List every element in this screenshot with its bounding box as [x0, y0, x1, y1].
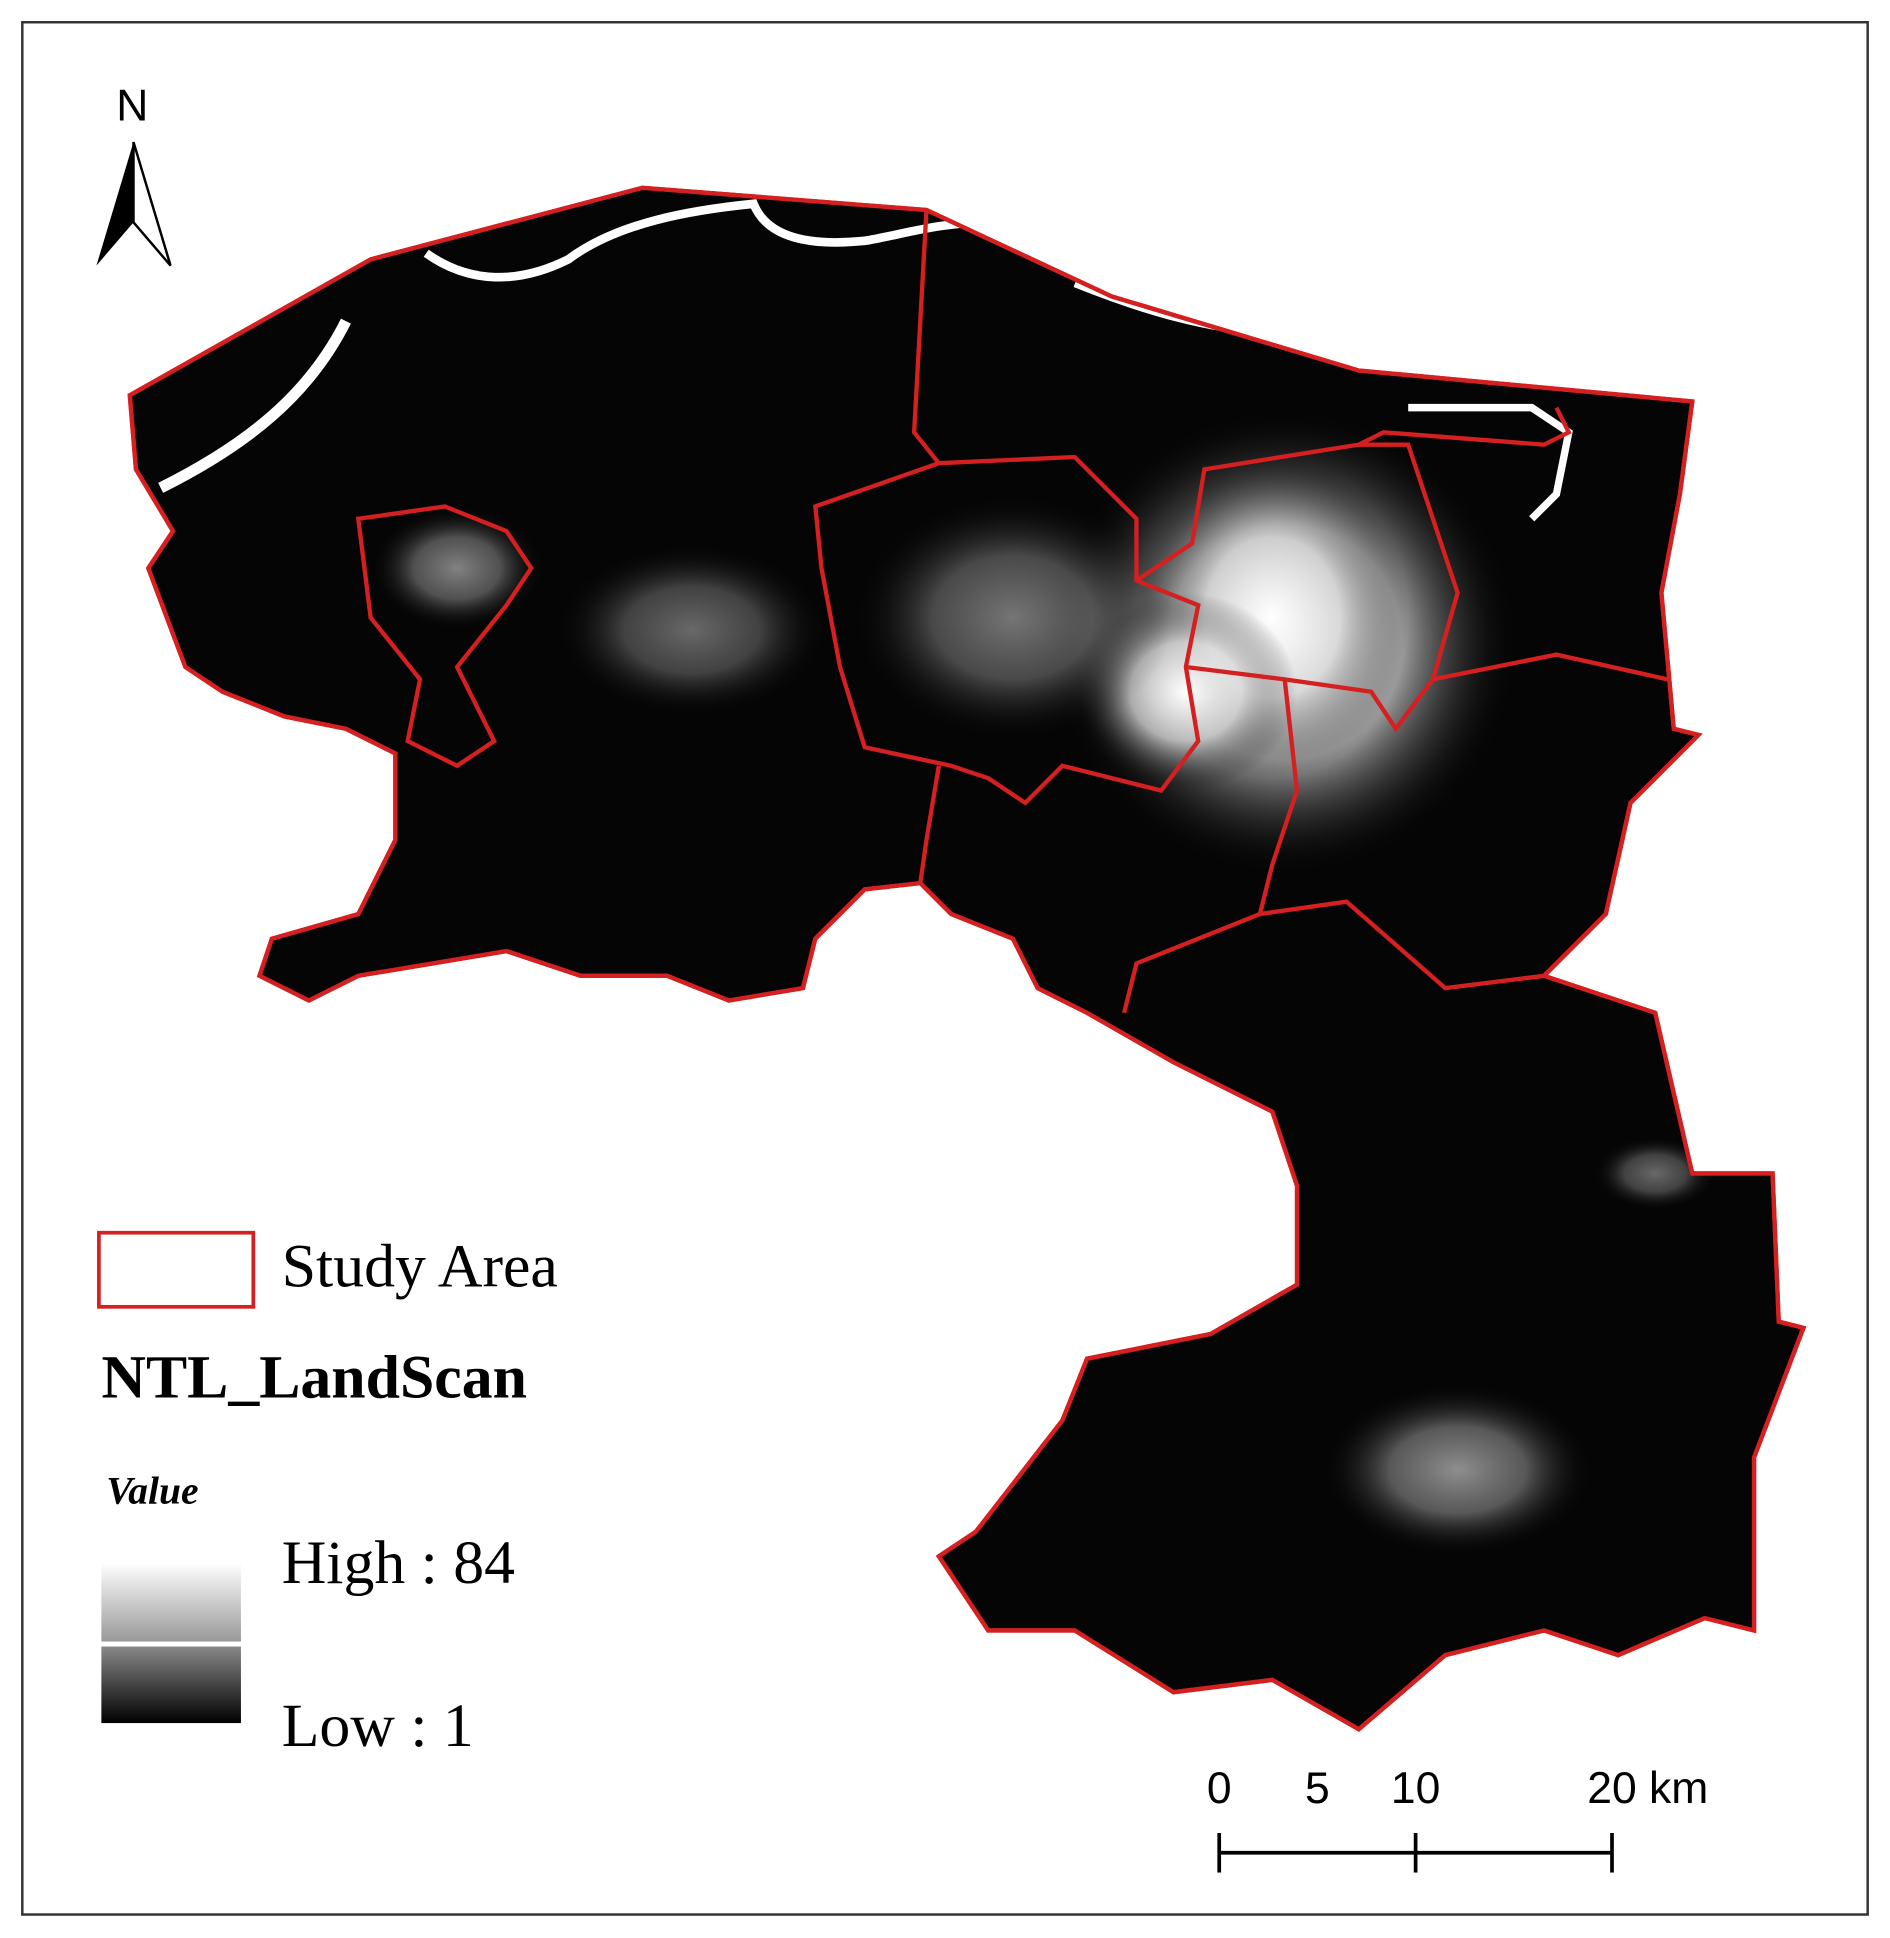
study-area-swatch	[97, 1230, 256, 1309]
high-label: High : 84	[282, 1529, 515, 1597]
north-label: N	[116, 81, 148, 130]
field-label: Value	[106, 1469, 198, 1513]
study-area-label: Study Area	[282, 1232, 558, 1300]
scale-tick-label: 10	[1391, 1764, 1440, 1813]
scale-tick-label: 0	[1207, 1764, 1232, 1813]
scale-tick-label: 5	[1305, 1764, 1330, 1813]
scale-tick-label: 20	[1587, 1764, 1636, 1813]
district-boundaries	[127, 185, 1807, 1732]
ramp-high	[101, 1562, 241, 1642]
north-arrow: N	[96, 81, 172, 267]
low-label: Low : 1	[282, 1692, 474, 1760]
scale-bar: 0 5 10 20 km	[1207, 1764, 1708, 1873]
layer-title: NTL_LandScan	[101, 1344, 527, 1412]
ramp-low	[101, 1646, 241, 1724]
legend: Study Area NTL_LandScan Value High : 84 …	[97, 1230, 558, 1760]
scale-unit: km	[1649, 1764, 1708, 1813]
